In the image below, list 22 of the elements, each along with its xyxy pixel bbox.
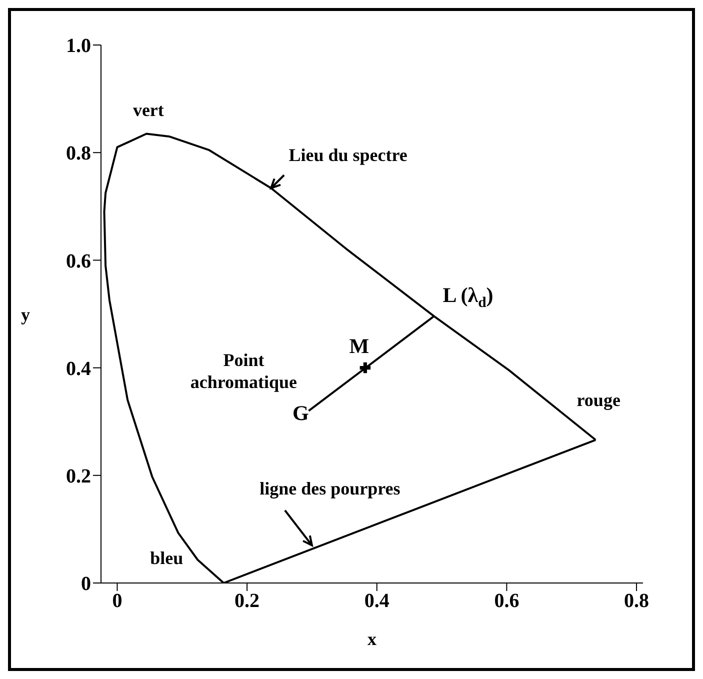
y-tick-label: 1.0 bbox=[66, 35, 91, 58]
y-tick-label: 0.8 bbox=[66, 142, 91, 165]
y-tick-label: 0.4 bbox=[66, 358, 91, 380]
x-tick-label: 0.8 bbox=[624, 590, 650, 612]
annotation: bleu bbox=[150, 548, 184, 568]
y-tick-label: 0 bbox=[81, 573, 91, 596]
annotation: rouge bbox=[576, 390, 620, 410]
annotation: Point achromatique bbox=[190, 350, 298, 392]
annotation: L (λ$_{d}$) bbox=[442, 283, 494, 312]
y-tick-label: 0.6 bbox=[66, 250, 91, 272]
annotation: Lieu du spectre bbox=[288, 145, 408, 166]
y-tick-label: 0.2 bbox=[66, 466, 91, 488]
x-tick-label: 0.2 bbox=[234, 590, 260, 612]
annotation: ligne des pourpres bbox=[260, 478, 400, 498]
x-tick-label: 0 bbox=[112, 590, 122, 612]
annotation: G bbox=[292, 400, 309, 425]
x-tick-label: 0.4 bbox=[364, 590, 390, 612]
y-axis-title: y bbox=[21, 304, 30, 324]
annotation: vert bbox=[132, 100, 164, 120]
x-axis-title: x bbox=[368, 629, 376, 649]
x-tick-label: 0.6 bbox=[494, 590, 520, 612]
annotation: M bbox=[349, 334, 370, 358]
